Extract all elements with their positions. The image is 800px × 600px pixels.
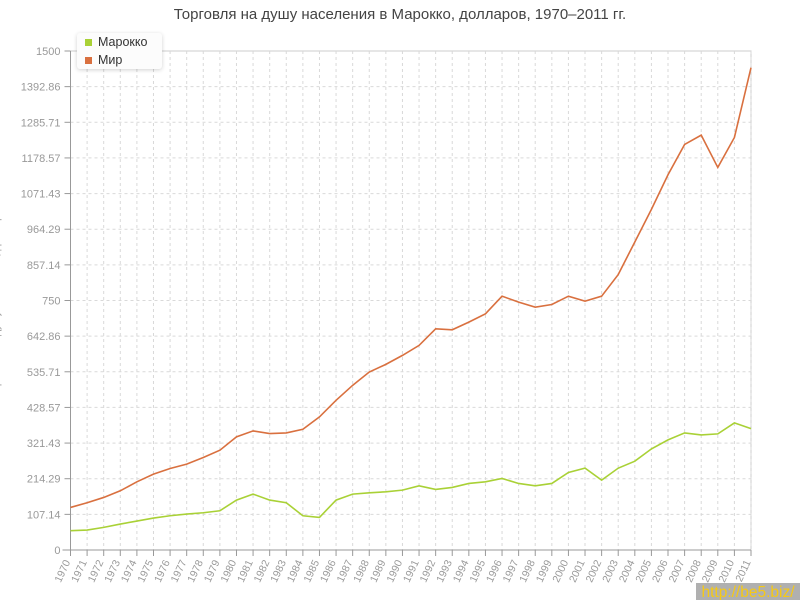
svg-text:1178.57: 1178.57 [22,153,61,165]
svg-text:107.14: 107.14 [27,509,61,521]
svg-text:750: 750 [42,296,60,308]
svg-text:2010: 2010 [716,558,737,584]
svg-text:321.43: 321.43 [27,438,61,450]
svg-text:428.57: 428.57 [27,402,61,414]
svg-text:0: 0 [54,545,60,557]
svg-text:857.14: 857.14 [27,260,61,272]
svg-text:2011: 2011 [733,558,753,584]
svg-text:1071.43: 1071.43 [21,189,61,201]
svg-text:1500: 1500 [36,46,60,58]
svg-text:214.29: 214.29 [27,474,61,486]
svg-text:642.86: 642.86 [27,331,61,343]
svg-text:964.29: 964.29 [27,224,61,236]
svg-text:535.71: 535.71 [27,367,61,379]
svg-text:1392.86: 1392.86 [21,82,61,94]
svg-text:1285.71: 1285.71 [21,117,61,129]
